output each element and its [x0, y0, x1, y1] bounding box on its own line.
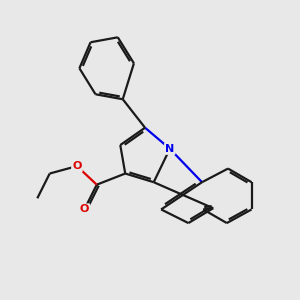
Text: N: N [165, 144, 174, 154]
Text: O: O [72, 161, 82, 171]
Text: O: O [80, 204, 89, 214]
